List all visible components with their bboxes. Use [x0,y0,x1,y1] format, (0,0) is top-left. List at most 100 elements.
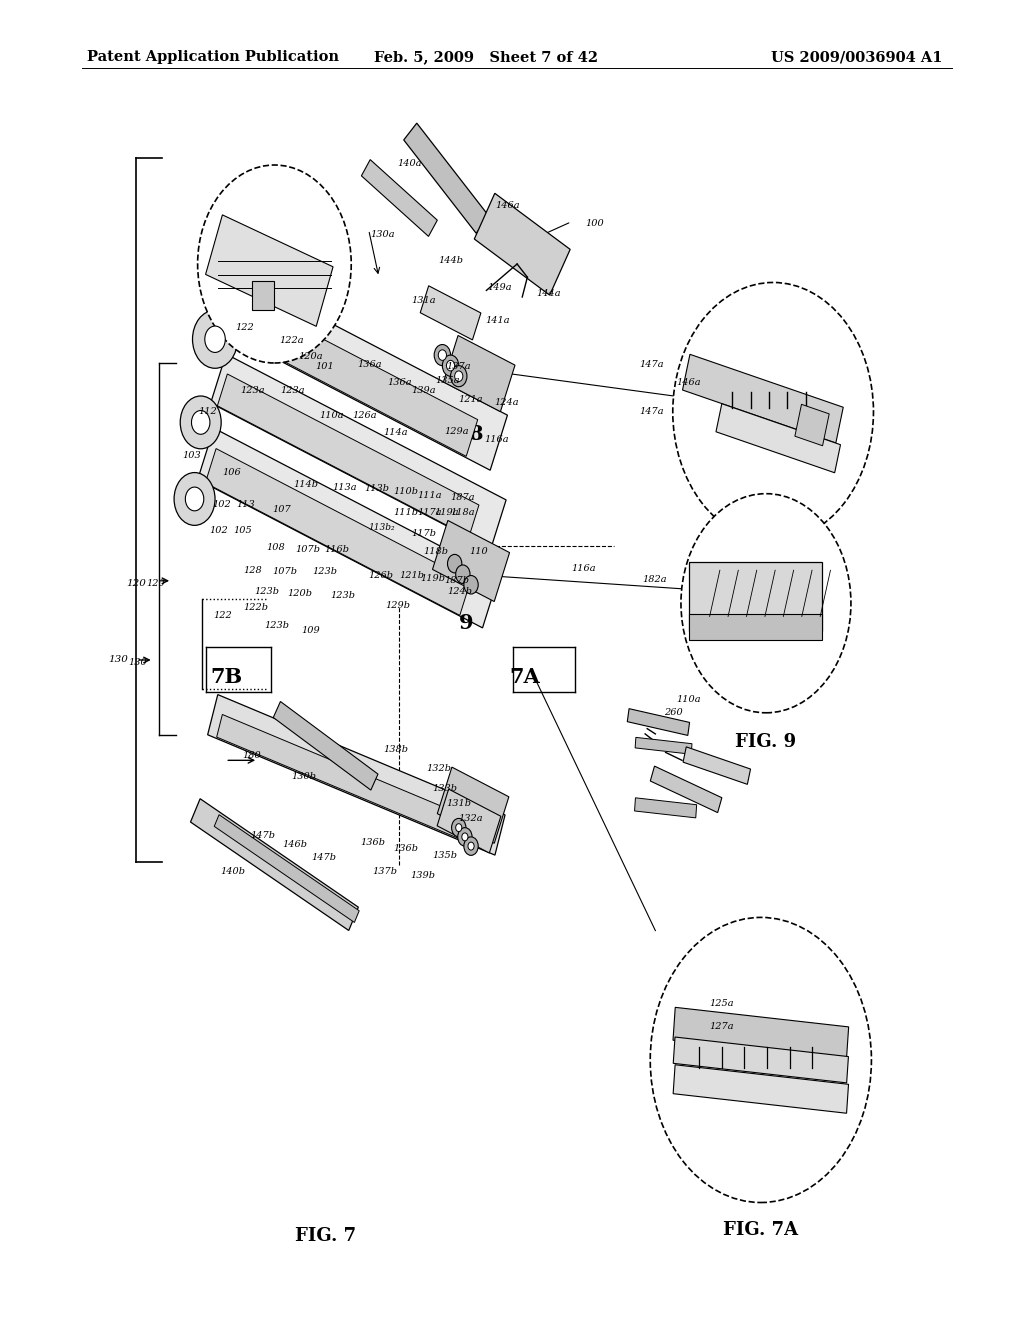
Text: 101: 101 [315,363,334,371]
Text: 140b: 140b [220,867,245,875]
Text: 126b: 126b [369,572,393,579]
Text: 113: 113 [237,500,255,508]
Text: 137a: 137a [446,363,471,371]
Text: 133b: 133b [432,784,457,792]
Text: FIG. 7A: FIG. 7A [723,1221,799,1239]
Text: 146a: 146a [496,202,520,210]
Circle shape [205,326,225,352]
Text: 141a: 141a [485,317,510,325]
Text: 125a: 125a [710,999,734,1007]
Text: 123b: 123b [254,587,279,595]
Text: US 2009/0036904 A1: US 2009/0036904 A1 [771,50,942,65]
Text: 131b: 131b [446,800,471,808]
Text: 130: 130 [109,656,128,664]
Text: 120b: 120b [288,590,312,598]
Text: 129a: 129a [444,428,469,436]
Text: 113b₂: 113b₂ [369,524,395,532]
Polygon shape [211,354,506,549]
Text: 103: 103 [182,451,201,459]
Text: 138b: 138b [383,746,408,754]
Text: 8: 8 [469,424,483,445]
Polygon shape [219,275,508,470]
Polygon shape [437,789,501,853]
Circle shape [681,494,851,713]
Polygon shape [206,215,333,326]
Text: 136a: 136a [387,379,412,387]
Text: 132b: 132b [426,764,451,772]
Polygon shape [190,799,358,931]
Text: 147a: 147a [639,408,664,416]
Text: 147a: 147a [639,360,664,368]
Polygon shape [273,701,378,791]
Text: 135a: 135a [435,376,460,384]
Text: 120a: 120a [298,352,323,360]
Text: 130b: 130b [291,772,315,780]
Text: 116a: 116a [484,436,509,444]
Circle shape [462,833,468,841]
Text: 119a: 119a [434,508,459,516]
Polygon shape [673,1007,849,1060]
Text: 123b: 123b [312,568,337,576]
Text: 111a: 111a [418,491,442,499]
Text: 122: 122 [236,323,254,331]
Text: 107b: 107b [295,545,319,553]
Polygon shape [689,614,822,640]
Text: 120: 120 [146,579,165,587]
Circle shape [442,355,459,376]
Polygon shape [683,354,843,444]
Text: 107b: 107b [272,568,297,576]
Bar [252,281,274,310]
Text: 131a: 131a [412,297,436,305]
Text: 260: 260 [664,709,682,717]
Circle shape [191,411,210,434]
Polygon shape [628,709,689,735]
Text: Patent Application Publication: Patent Application Publication [87,50,339,65]
Text: 146b: 146b [283,841,307,849]
Text: 122a: 122a [280,337,304,345]
Text: 105: 105 [233,527,252,535]
Polygon shape [716,404,841,473]
Text: 110: 110 [469,548,487,556]
Text: 108: 108 [266,544,285,552]
Circle shape [650,917,871,1203]
Circle shape [455,371,463,381]
Text: 147b: 147b [250,832,274,840]
Text: 132a: 132a [459,814,483,822]
Text: 117b: 117b [412,529,436,537]
Text: 139b: 139b [411,871,435,879]
Polygon shape [635,797,696,818]
Circle shape [193,310,238,368]
Text: 126a: 126a [352,412,377,420]
Text: 9: 9 [459,612,473,634]
Text: 114a: 114a [383,429,408,437]
Polygon shape [683,747,751,784]
Polygon shape [689,562,822,631]
Text: 136a: 136a [357,360,382,368]
Text: 114b: 114b [293,480,317,488]
Text: 118a: 118a [451,508,475,516]
Text: 109: 109 [301,627,319,635]
Text: 111b: 111b [393,508,418,516]
Text: 110a: 110a [676,696,700,704]
Polygon shape [635,738,692,754]
Text: 120: 120 [127,579,146,587]
Text: 129b: 129b [385,602,410,610]
Polygon shape [228,296,478,457]
Text: 100: 100 [586,219,604,227]
Text: 102: 102 [212,500,230,508]
Polygon shape [420,285,481,341]
Circle shape [451,366,467,387]
Text: 121b: 121b [399,572,424,579]
Text: 140a: 140a [397,160,422,168]
Circle shape [185,487,204,511]
Text: 123a: 123a [241,387,265,395]
Text: 117a: 117a [418,508,442,516]
Text: 7B: 7B [210,667,243,688]
Text: 122: 122 [213,611,231,619]
Text: 116a: 116a [571,565,596,573]
Circle shape [438,350,446,360]
Polygon shape [198,428,499,628]
Text: 136b: 136b [393,845,418,853]
Text: 116b: 116b [325,545,349,553]
Polygon shape [437,767,509,843]
